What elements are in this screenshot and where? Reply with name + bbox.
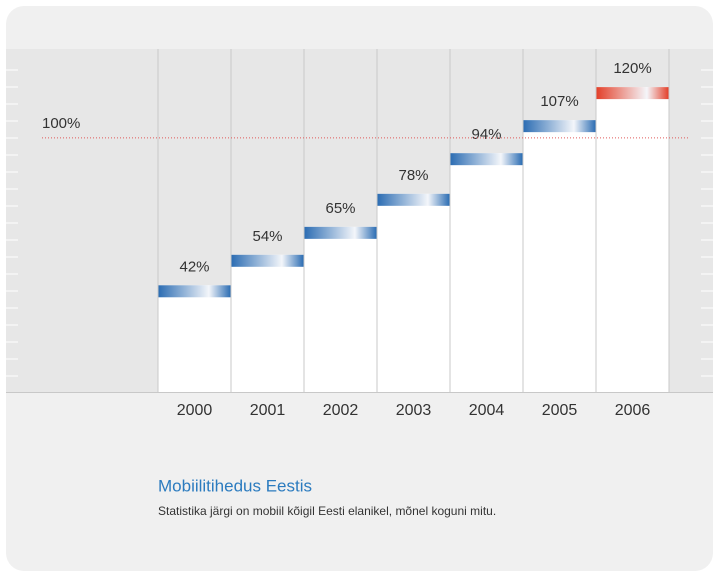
bar-cap [231,254,304,267]
bar [523,120,596,392]
value-label: 94% [471,126,501,143]
reference-label: 100% [42,115,80,132]
caption-text: Statistika järgi on mobiil kõigil Eesti … [158,504,496,518]
bar-cap [450,153,523,166]
x-tick-label: 2003 [396,402,432,419]
caption-title: Mobiilitihedus Eestis [158,476,312,495]
bar [596,87,669,392]
x-tick-label: 2005 [542,402,578,419]
x-tick-label: 2006 [615,402,651,419]
value-label: 42% [179,258,209,275]
bar-cap [158,285,231,298]
value-label: 54% [252,228,282,245]
value-label: 78% [398,167,428,184]
value-label: 107% [540,93,578,110]
bar [231,254,304,392]
bar-cap [596,87,669,100]
x-tick-label: 2001 [250,402,286,419]
bar [158,285,231,392]
bar-cap [377,193,450,206]
value-label: 65% [325,200,355,217]
bar [377,193,450,392]
x-tick-label: 2002 [323,402,359,419]
bar-cap [523,120,596,133]
value-label: 120% [613,60,651,77]
bar-cap [304,226,377,239]
x-tick-label: 2004 [469,402,505,419]
bar [304,226,377,392]
x-tick-label: 2000 [177,402,213,419]
bar [450,153,523,392]
